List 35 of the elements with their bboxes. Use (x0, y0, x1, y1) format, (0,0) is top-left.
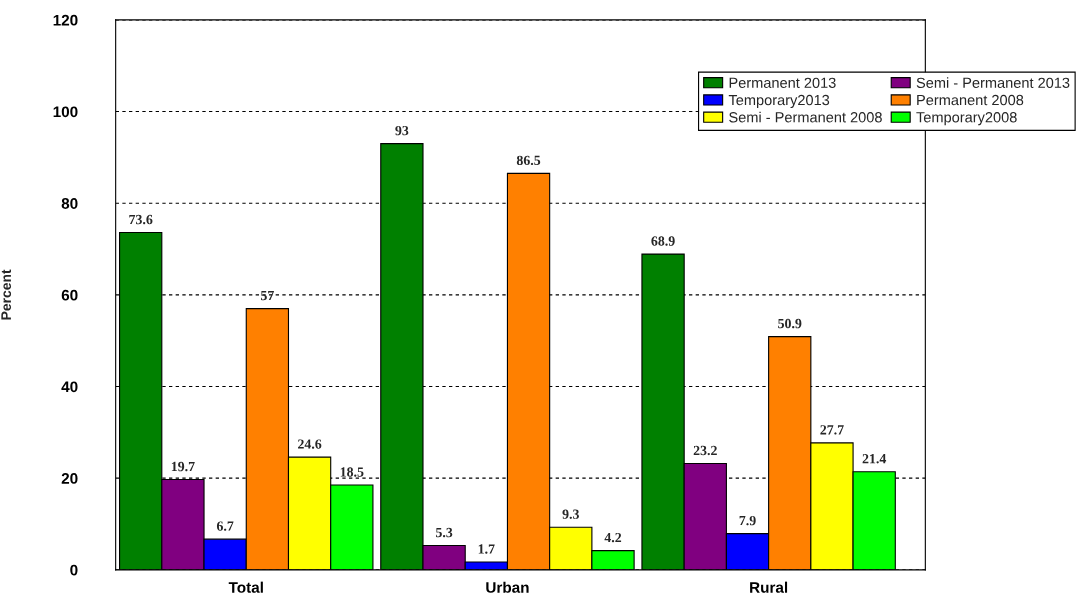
x-tick-label: Total (228, 581, 263, 593)
data-label: 68.9 (651, 236, 675, 246)
data-label: 5.3 (435, 527, 453, 538)
legend-label: Temporary2013 (728, 94, 830, 109)
data-label: 6.7 (216, 521, 234, 531)
x-tick-label: Urban (486, 581, 529, 593)
legend-label: Temporary2008 (916, 112, 1017, 126)
data-label: 18.5 (340, 467, 364, 477)
y-tick-label: 120 (53, 14, 78, 26)
data-label: 4.2 (604, 532, 622, 543)
data-label: 21.4 (862, 454, 887, 464)
data-label: 57 (260, 291, 274, 301)
y-tick-label: 0 (70, 564, 78, 576)
y-tick-label: 60 (61, 289, 78, 301)
data-label: 23.2 (693, 445, 717, 456)
data-label: 86.5 (516, 155, 541, 166)
legend-label: Permanent 2008 (917, 94, 1024, 106)
data-label: 7.9 (739, 515, 756, 526)
legend-label: Permanent 2013 (729, 77, 836, 88)
legend-label: Semi - Permanent 2008 (729, 111, 882, 123)
x-tick-label: Rural (750, 581, 788, 593)
data-label: 93 (395, 125, 409, 136)
y-tick-label: 20 (61, 473, 78, 484)
y-tick-label: 80 (61, 198, 78, 209)
data-label: 24.6 (298, 439, 322, 449)
y-axis-title: Percent (1, 269, 12, 320)
legend-label: Semi - Permanent 2013 (916, 77, 1070, 88)
data-label: 19.7 (171, 461, 195, 472)
data-label: 1.7 (478, 544, 495, 554)
y-tick-label: 100 (53, 106, 78, 118)
data-label: 73.6 (129, 214, 153, 225)
data-label: 50.9 (778, 318, 802, 329)
data-label: 9.3 (562, 509, 579, 519)
y-tick-label: 40 (61, 381, 78, 393)
data-label: 27.7 (820, 425, 844, 435)
